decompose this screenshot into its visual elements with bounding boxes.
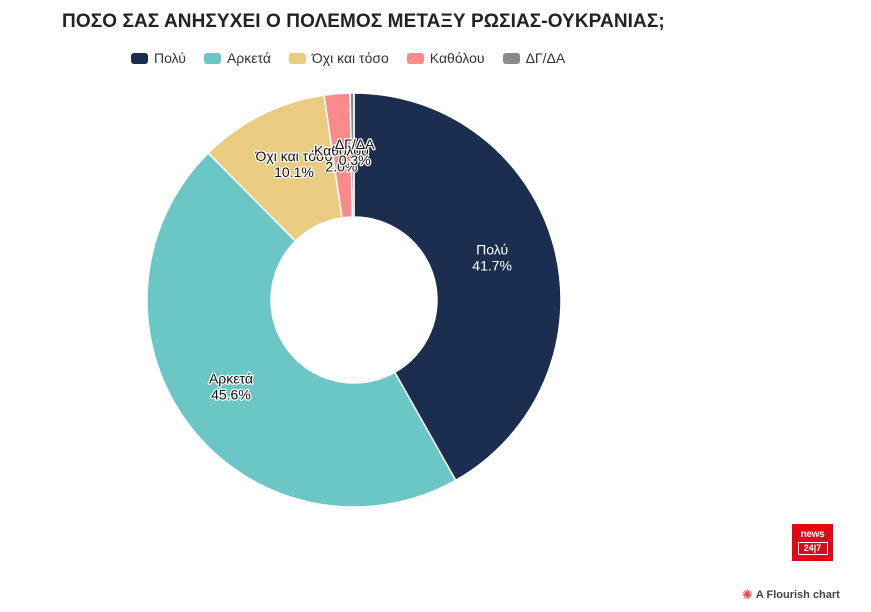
chart-legend: Πολύ Αρκετά Όχι και τόσο Καθόλου ΔΓ/ΔΑ (131, 50, 583, 66)
flourish-credit-link[interactable]: ✺ A Flourish chart (742, 587, 840, 603)
donut-slice[interactable] (353, 92, 562, 482)
legend-swatch (203, 52, 221, 64)
legend-label: Όχι και τόσο (311, 50, 389, 66)
legend-label: Καθόλου (429, 50, 485, 66)
slice-label-value: 10.1% (274, 164, 314, 180)
slice-label-value: 41.7% (472, 257, 512, 273)
legend-swatch (406, 52, 424, 64)
legend-item-arketa[interactable]: Αρκετά (203, 50, 271, 66)
legend-swatch (502, 52, 520, 64)
slice-label-value: 0.3% (339, 152, 371, 168)
legend-swatch (288, 52, 306, 64)
slice-label-category: ΔΓ/ΔΑ (335, 136, 375, 152)
logo-text-top: news (800, 529, 825, 540)
legend-swatch (131, 52, 148, 64)
slice-label-category: Αρκετά (209, 370, 253, 386)
legend-label: Πολύ (154, 50, 186, 66)
news247-logo: news 24|7 (792, 524, 833, 561)
slice-label-value: 2.0% (325, 158, 357, 174)
slice-label-category: Όχι και τόσο (255, 148, 333, 164)
legend-item-katholou[interactable]: Καθόλου (406, 50, 485, 66)
flourish-credit-text: A Flourish chart (755, 589, 840, 601)
legend-label: ΔΓ/ΔΑ (525, 50, 566, 66)
legend-item-dg-da[interactable]: ΔΓ/ΔΑ (502, 50, 566, 66)
legend-label: Αρκετά (226, 50, 271, 66)
legend-item-ohi-kai-toso[interactable]: Όχι και τόσο (288, 50, 389, 66)
donut-slice[interactable] (146, 151, 457, 508)
legend-item-poly[interactable]: Πολύ (131, 50, 186, 66)
slice-label-value: 45.6% (211, 386, 251, 402)
donut-slice[interactable] (349, 92, 355, 218)
chart-title: ΠΟΣΟ ΣΑΣ ΑΝΗΣΥΧΕΙ Ο ΠΟΛΕΜΟΣ ΜΕΤΑΞΥ ΡΩΣΙΑ… (62, 11, 665, 32)
slice-label-category: Πολύ (476, 241, 508, 257)
logo-text-bottom: 24|7 (797, 542, 828, 555)
slice-label-category: Καθόλου (314, 142, 369, 158)
flourish-icon: ✺ (742, 587, 753, 602)
